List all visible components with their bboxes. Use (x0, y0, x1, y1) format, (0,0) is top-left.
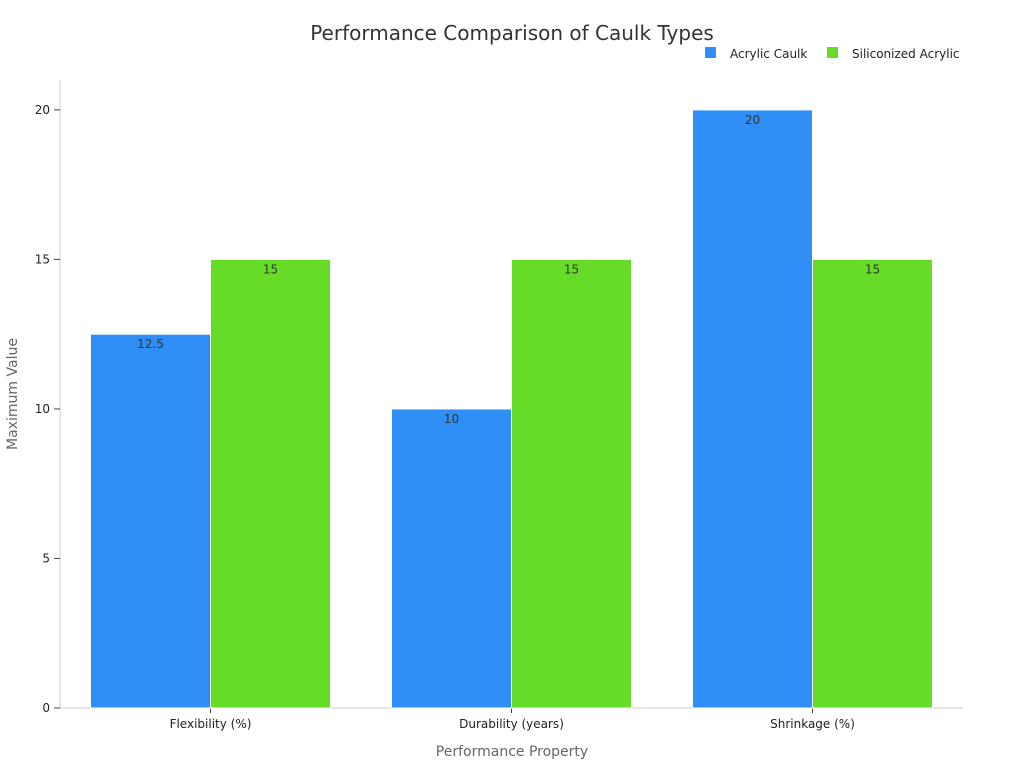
bar-acrylic-caulk (391, 408, 512, 709)
chart-title: Performance Comparison of Caulk Types (310, 21, 714, 45)
bar-acrylic-caulk (90, 333, 211, 709)
y-tick-label: 10 (35, 402, 50, 416)
bar-siliconized-acrylic (210, 258, 331, 709)
bar-siliconized-acrylic (812, 258, 933, 709)
legend-label: Acrylic Caulk (730, 47, 807, 61)
bar-value-label: 10 (444, 412, 459, 426)
legend: Acrylic Caulk Siliconized Acrylic (705, 47, 960, 61)
y-axis-title: Maximum Value (5, 338, 21, 450)
bar-value-label: 15 (564, 262, 579, 276)
y-tick-label: 0 (42, 701, 50, 715)
y-tick-label: 15 (35, 252, 50, 266)
bar-value-label: 15 (263, 262, 278, 276)
legend-swatch (705, 47, 716, 58)
legend-label: Siliconized Acrylic (852, 47, 960, 61)
bar-value-label: 15 (865, 262, 880, 276)
x-tick-label: Durability (years) (459, 717, 564, 731)
bars: 12.5 15 10 15 20 15 (90, 109, 933, 709)
y-tick-label: 5 (42, 551, 50, 565)
x-tick-label: Shrinkage (%) (770, 717, 855, 731)
legend-swatch (827, 47, 838, 58)
bar-value-label: 20 (745, 113, 760, 127)
bar-value-label: 12.5 (137, 337, 164, 351)
y-tick-label: 20 (35, 103, 50, 117)
bar-acrylic-caulk (692, 109, 813, 709)
bar-siliconized-acrylic (511, 258, 632, 709)
x-axis-title: Performance Property (436, 744, 588, 760)
x-tick-label: Flexibility (%) (170, 717, 252, 731)
